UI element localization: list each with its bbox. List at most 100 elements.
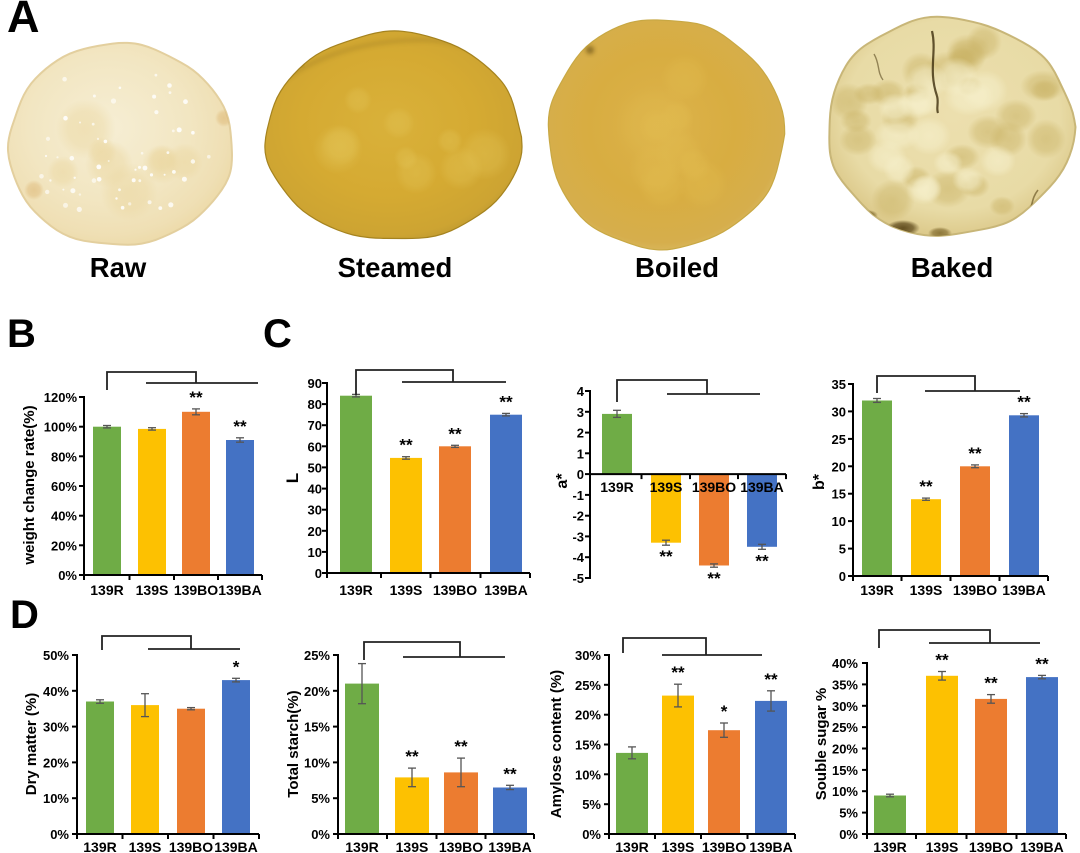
svg-text:40%: 40%: [832, 656, 858, 671]
svg-text:139BA: 139BA: [1020, 839, 1064, 853]
svg-text:-3: -3: [572, 529, 584, 544]
svg-text:120%: 120%: [44, 390, 78, 405]
svg-text:**: **: [1035, 654, 1049, 673]
svg-text:**: **: [499, 392, 513, 411]
svg-text:15%: 15%: [304, 720, 330, 735]
svg-text:0%: 0%: [311, 827, 330, 842]
svg-text:Dry matter (%): Dry matter (%): [23, 693, 40, 796]
svg-text:**: **: [233, 417, 247, 436]
svg-text:C: C: [263, 312, 292, 356]
svg-text:139BA: 139BA: [488, 839, 532, 853]
svg-text:50: 50: [308, 460, 322, 475]
svg-text:0%: 0%: [582, 827, 601, 842]
svg-text:0: 0: [315, 566, 322, 581]
svg-text:20: 20: [832, 459, 846, 474]
svg-text:0: 0: [577, 467, 584, 482]
svg-text:139R: 139R: [873, 839, 906, 853]
svg-text:139R: 139R: [83, 839, 116, 853]
svg-text:5%: 5%: [839, 806, 858, 821]
svg-text:10%: 10%: [43, 791, 69, 806]
svg-text:25: 25: [832, 432, 846, 447]
svg-text:90: 90: [308, 376, 322, 391]
svg-text:20%: 20%: [51, 538, 77, 553]
svg-text:35: 35: [832, 377, 846, 392]
svg-text:0%: 0%: [58, 568, 77, 583]
svg-text:Total starch(%): Total starch(%): [285, 690, 302, 797]
svg-text:139BO: 139BO: [953, 582, 997, 598]
svg-text:139BA: 139BA: [218, 582, 262, 598]
svg-text:b*: b*: [811, 473, 828, 490]
svg-text:**: **: [755, 551, 769, 570]
svg-text:40: 40: [308, 482, 322, 497]
svg-text:60: 60: [308, 439, 322, 454]
svg-text:5: 5: [839, 542, 846, 557]
svg-text:2: 2: [577, 426, 584, 441]
svg-text:139R: 139R: [90, 582, 123, 598]
svg-text:Souble sugar %: Souble sugar %: [813, 688, 830, 801]
svg-text:30: 30: [832, 404, 846, 419]
svg-text:A: A: [7, 0, 40, 42]
svg-text:**: **: [659, 547, 673, 566]
svg-text:10%: 10%: [832, 784, 858, 799]
svg-text:70: 70: [308, 418, 322, 433]
svg-text:-5: -5: [572, 571, 584, 586]
svg-text:30%: 30%: [832, 699, 858, 714]
svg-text:B: B: [7, 312, 36, 356]
svg-text:139R: 139R: [345, 839, 378, 853]
svg-text:**: **: [454, 737, 468, 756]
svg-text:10%: 10%: [304, 755, 330, 770]
svg-text:**: **: [671, 663, 685, 682]
svg-text:30%: 30%: [575, 648, 601, 663]
svg-text:D: D: [10, 593, 39, 637]
svg-text:weight change rate(%): weight change rate(%): [21, 405, 38, 565]
svg-text:40%: 40%: [51, 509, 77, 524]
svg-text:-4: -4: [572, 550, 584, 565]
svg-text:-2: -2: [572, 509, 584, 524]
svg-text:5%: 5%: [582, 797, 601, 812]
svg-text:20%: 20%: [575, 708, 601, 723]
svg-text:139BA: 139BA: [1002, 582, 1046, 598]
svg-text:30: 30: [308, 503, 322, 518]
svg-text:139BO: 139BO: [433, 582, 477, 598]
svg-text:139R: 139R: [860, 582, 893, 598]
svg-text:15: 15: [832, 487, 846, 502]
svg-text:139BA: 139BA: [749, 839, 793, 853]
svg-text:80: 80: [308, 397, 322, 412]
svg-text:139S: 139S: [396, 839, 429, 853]
svg-text:139BO: 139BO: [169, 839, 213, 853]
svg-text:139S: 139S: [136, 582, 169, 598]
svg-text:139BA: 139BA: [740, 479, 784, 495]
svg-text:20%: 20%: [832, 742, 858, 757]
svg-text:25%: 25%: [575, 678, 601, 693]
svg-text:15%: 15%: [575, 738, 601, 753]
svg-text:139BA: 139BA: [484, 582, 528, 598]
svg-text:25%: 25%: [832, 720, 858, 735]
svg-text:0: 0: [839, 569, 846, 584]
svg-text:10%: 10%: [575, 767, 601, 782]
svg-text:**: **: [503, 764, 517, 783]
svg-text:139S: 139S: [926, 839, 959, 853]
svg-text:139R: 139R: [339, 582, 372, 598]
svg-text:139BO: 139BO: [174, 582, 218, 598]
svg-text:60%: 60%: [51, 479, 77, 494]
svg-text:**: **: [448, 424, 462, 443]
svg-text:20%: 20%: [304, 684, 330, 699]
svg-text:Boiled: Boiled: [635, 252, 719, 283]
svg-text:139R: 139R: [615, 839, 648, 853]
svg-text:**: **: [984, 674, 998, 693]
svg-text:139S: 139S: [129, 839, 162, 853]
svg-text:80%: 80%: [51, 449, 77, 464]
svg-text:5%: 5%: [311, 791, 330, 806]
svg-text:Raw: Raw: [90, 252, 147, 283]
svg-text:20: 20: [308, 524, 322, 539]
svg-text:**: **: [189, 388, 203, 407]
svg-text:0%: 0%: [50, 827, 69, 842]
svg-text:15%: 15%: [832, 763, 858, 778]
svg-text:25%: 25%: [304, 648, 330, 663]
svg-text:139BO: 139BO: [692, 479, 736, 495]
svg-text:40%: 40%: [43, 684, 69, 699]
svg-text:35%: 35%: [832, 677, 858, 692]
svg-text:**: **: [919, 477, 933, 496]
svg-text:139S: 139S: [650, 479, 683, 495]
svg-text:3: 3: [577, 405, 584, 420]
